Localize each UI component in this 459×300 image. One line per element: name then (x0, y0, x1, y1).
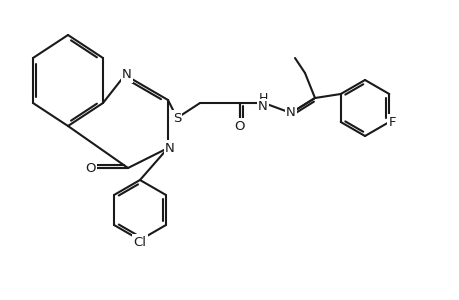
Text: O: O (234, 119, 245, 133)
Text: N: N (165, 142, 174, 154)
Text: F: F (388, 116, 395, 128)
Text: Cl: Cl (133, 236, 146, 248)
Text: S: S (173, 112, 181, 124)
Text: H: H (258, 92, 267, 104)
Text: N: N (257, 100, 267, 112)
Text: O: O (85, 161, 96, 175)
Text: N: N (285, 106, 295, 119)
Text: N: N (122, 68, 132, 82)
